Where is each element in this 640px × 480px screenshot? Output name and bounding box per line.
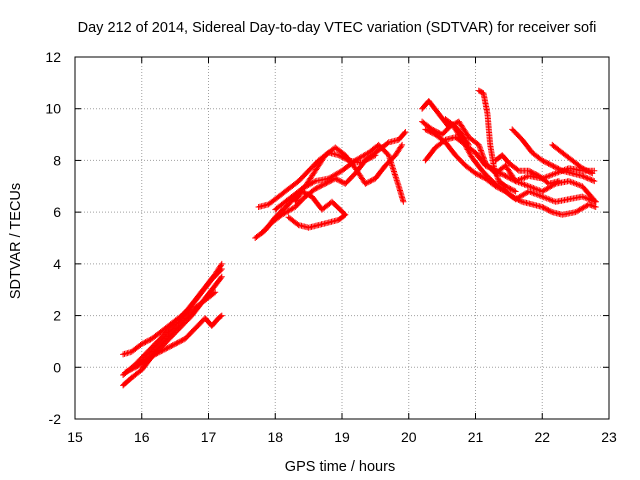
data-points xyxy=(272,141,406,213)
series-trace-16 xyxy=(509,126,598,185)
x-tick-label: 22 xyxy=(534,429,550,445)
y-tick-label: 2 xyxy=(53,308,61,324)
axis-ticks: 15 16 17 18 19 20 21 22 23 -2 0 2 4 6 8 10 12 xyxy=(45,49,617,445)
x-axis-label: GPS time / hours xyxy=(285,459,395,475)
data-points xyxy=(492,152,562,187)
data-points xyxy=(422,134,598,185)
series-trace-17 xyxy=(492,152,562,187)
y-tick-label: 10 xyxy=(45,101,61,117)
data-points xyxy=(132,312,225,371)
y-tick-label: -2 xyxy=(49,411,62,427)
x-tick-label: 23 xyxy=(601,429,617,445)
x-tick-label: 19 xyxy=(334,429,350,445)
data-points xyxy=(475,87,519,195)
chart-title: Day 212 of 2014, Sidereal Day-to-day VTE… xyxy=(78,20,597,36)
series-trace-9 xyxy=(272,141,406,213)
series-trace-15 xyxy=(475,87,519,195)
y-tick-label: 4 xyxy=(53,256,61,272)
series-trace-19 xyxy=(442,116,472,148)
x-tick-label: 16 xyxy=(134,429,150,445)
series-trace-5 xyxy=(132,312,225,371)
series-trace-14 xyxy=(422,134,598,185)
data-series xyxy=(120,87,599,389)
data-points xyxy=(549,141,596,177)
series-trace-10 xyxy=(285,188,349,231)
series-trace-18 xyxy=(549,141,596,177)
x-tick-label: 20 xyxy=(401,429,417,445)
y-axis-label: SDTVAR / TECUs xyxy=(8,183,24,299)
x-tick-label: 15 xyxy=(67,429,83,445)
y-tick-label: 6 xyxy=(53,204,61,220)
x-tick-label: 21 xyxy=(468,429,484,445)
x-tick-label: 18 xyxy=(267,429,283,445)
data-points xyxy=(285,188,349,231)
y-tick-label: 8 xyxy=(53,152,61,168)
series-trace-8 xyxy=(258,152,379,236)
y-tick-label: 12 xyxy=(45,49,61,65)
y-tick-label: 0 xyxy=(53,359,61,375)
grid xyxy=(75,57,609,419)
data-points xyxy=(258,152,379,236)
data-points xyxy=(509,126,598,185)
x-tick-label: 17 xyxy=(201,429,217,445)
data-points xyxy=(442,116,472,148)
